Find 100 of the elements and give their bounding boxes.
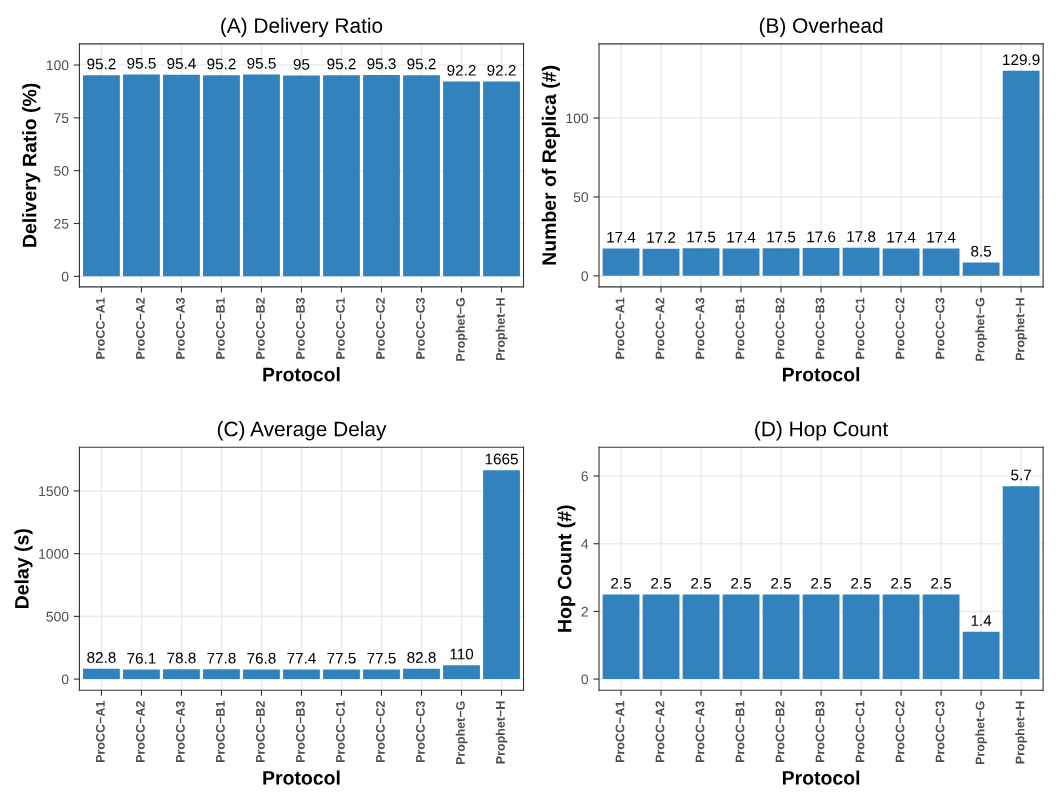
- y-tick-label: 0: [61, 674, 69, 685]
- x-tick-label: ProCC−A2: [655, 701, 665, 763]
- bar: [882, 248, 920, 276]
- bar: [722, 248, 760, 276]
- x-tick-label: ProCC−A3: [695, 701, 705, 763]
- y-tick-label: 6: [581, 471, 588, 482]
- data-label: 77.8: [207, 652, 236, 664]
- bar: [602, 248, 640, 276]
- data-label: 82.8: [87, 652, 116, 663]
- x-tick-label: ProCC−B3: [815, 297, 825, 359]
- x-tick-label: ProCC−C3: [416, 297, 425, 359]
- bar: [323, 669, 360, 680]
- bar: [602, 594, 640, 680]
- x-tick-label: ProCC−A1: [615, 701, 625, 763]
- y-tick-label: 0: [581, 271, 589, 282]
- data-label: 76.1: [127, 652, 156, 664]
- data-label: 1665: [485, 453, 518, 465]
- bar: [642, 594, 680, 680]
- x-tick-label: ProCC−B1: [735, 701, 745, 763]
- y-tick-label: 1500: [39, 486, 69, 497]
- bar: [842, 594, 880, 680]
- data-label: 77.5: [367, 652, 396, 664]
- y-axis-title: Hop Count (#): [557, 505, 576, 632]
- x-tick-label: ProCC−C3: [416, 701, 425, 763]
- data-label: 82.8: [407, 652, 436, 663]
- y-tick-label: 2: [581, 606, 588, 617]
- bar: [802, 248, 840, 276]
- x-tick-label: ProCC−B3: [295, 701, 305, 763]
- x-tick-label: ProCC−A2: [135, 701, 145, 763]
- bar: [922, 594, 960, 680]
- x-axis-title: Protocol: [263, 367, 340, 382]
- bar: [163, 669, 200, 680]
- bar: [243, 669, 280, 680]
- data-label: 2.5: [931, 577, 952, 589]
- data-label: 17.4: [727, 231, 756, 243]
- bar: [962, 631, 1000, 680]
- data-label: 78.8: [167, 652, 196, 664]
- x-tick-label: ProCC−B2: [775, 297, 785, 359]
- bar: [243, 74, 280, 277]
- x-tick-label: ProCC−A2: [655, 297, 665, 359]
- data-label: 17.4: [887, 231, 916, 243]
- x-tick-label: ProCC−C2: [375, 701, 385, 763]
- y-tick-label: 50: [54, 166, 69, 176]
- x-tick-label: ProCC−C2: [375, 297, 385, 359]
- y-axis-title: Delivery Ratio (%): [22, 83, 41, 247]
- x-tick-label: ProCC−B2: [255, 701, 265, 763]
- data-label: 95.3: [367, 58, 396, 70]
- bar: [283, 75, 320, 277]
- bar: [163, 74, 200, 277]
- data-label: 17.6: [807, 231, 836, 243]
- x-tick-label: ProCC−C2: [895, 701, 905, 763]
- data-label: 2.5: [851, 577, 872, 589]
- x-tick-label: Prophet−G: [975, 701, 987, 765]
- y-tick-label: 0: [581, 674, 589, 685]
- data-label: 2.5: [811, 577, 832, 589]
- data-label: 17.4: [607, 231, 636, 243]
- bar: [203, 669, 240, 680]
- chart-title: (A) Delivery Ratio: [221, 17, 383, 38]
- bar: [403, 668, 440, 680]
- chart-title: (B) Overhead: [759, 17, 883, 38]
- bar: [363, 74, 400, 277]
- data-label: 110: [450, 648, 474, 660]
- bar: [363, 669, 400, 680]
- bar: [762, 248, 800, 276]
- x-tick-label: ProCC−C1: [335, 701, 345, 763]
- x-tick-label: ProCC−A1: [615, 297, 625, 359]
- bar: [962, 262, 1000, 276]
- y-tick-label: 100: [566, 113, 589, 124]
- y-tick-label: 500: [46, 611, 69, 622]
- data-label: 92.2: [487, 64, 516, 76]
- bar: [802, 594, 840, 680]
- data-label: 95.2: [207, 58, 236, 70]
- y-axis-title: Delay (s): [14, 529, 33, 608]
- x-tick-label: Prophet−G: [975, 298, 987, 361]
- data-label: 5.7: [1011, 469, 1031, 481]
- x-tick-label: ProCC−C2: [895, 297, 905, 359]
- x-tick-label: ProCC−B1: [215, 297, 225, 359]
- x-axis-title: Protocol: [782, 770, 860, 785]
- bar: [443, 665, 480, 680]
- bar: [123, 74, 160, 277]
- data-label: 129.9: [1003, 54, 1040, 66]
- data-label: 95.5: [247, 57, 276, 69]
- data-label: 95.5: [127, 57, 156, 69]
- data-label: 95.2: [407, 58, 436, 70]
- bar: [682, 594, 720, 680]
- data-label: 77.4: [287, 652, 316, 664]
- data-label: 92.2: [447, 64, 476, 76]
- x-axis-title: Protocol: [782, 367, 860, 382]
- bar: [642, 248, 680, 276]
- x-tick-label: ProCC−B2: [775, 701, 785, 763]
- x-tick-label: ProCC−B3: [295, 297, 305, 359]
- bar: [83, 75, 120, 277]
- data-label: 2.5: [611, 577, 631, 589]
- x-tick-label: Prophet−G: [455, 298, 468, 361]
- bar: [283, 669, 320, 680]
- data-label: 17.5: [687, 231, 716, 243]
- x-tick-label: ProCC−A1: [95, 701, 105, 763]
- x-tick-label: ProCC−A1: [95, 297, 105, 359]
- chart-title: (D) Hop Count: [755, 421, 889, 441]
- x-tick-label: ProCC−B2: [255, 297, 265, 359]
